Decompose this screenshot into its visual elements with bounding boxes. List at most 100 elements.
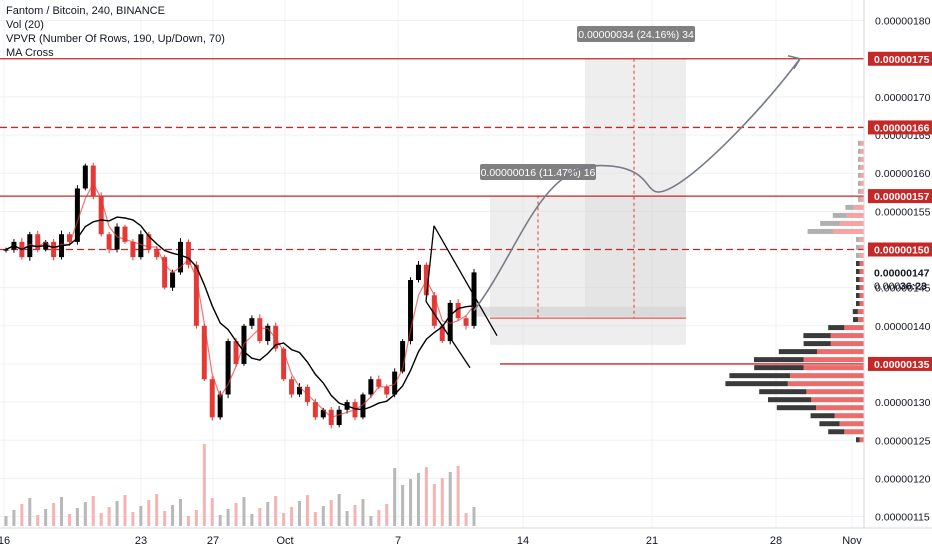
vpvr-row-up [819,421,840,427]
volume-bar [345,511,349,526]
volume-bar [305,495,309,526]
ma-slow-line [5,216,475,411]
volume-bar [44,509,48,526]
time-tick-label: 21 [646,535,658,547]
candle-body [376,379,382,387]
vpvr-row-up [807,228,833,234]
volume-bar [258,508,262,526]
volume-bar [218,515,222,526]
volume-bar [393,468,397,526]
price-tick-label: 0.00000120 [875,473,931,485]
vpvr-row-up [856,277,860,283]
volume-bar [131,512,135,526]
vpvr-row-up [856,437,860,443]
volume-bar [440,478,444,526]
time-tick-label: Nov [842,535,862,547]
chart-legend: Fantom / Bitcoin, 240, BINANCE Vol (20) … [6,4,225,60]
candle-body [384,386,390,395]
measure-entry-band [476,306,686,317]
vpvr-row-down [830,341,864,347]
projection-arrowhead [787,54,802,70]
candle-body [400,341,406,372]
candle-body [146,234,152,250]
vpvr-row-down [860,188,864,194]
ma-cross-lines [5,182,475,419]
price-tick-label: 0.00000145 [875,283,931,295]
volume-bar [409,479,413,526]
vpvr-row-down [817,349,864,355]
time-tick-label: 14 [517,535,529,547]
vpvr-row-down [860,180,864,186]
volume-bar [28,498,32,526]
volume-bar [155,494,159,526]
vpvr-row-up [858,140,861,146]
vpvr-row-up [858,180,861,186]
vpvr-row-down [860,148,864,154]
vpvr-row-up [858,196,861,202]
volume-bar [115,501,119,526]
candle-body [320,409,326,418]
candle-body [82,165,88,189]
current-price-tag [868,265,932,280]
volume-bar [226,509,230,526]
price-tick-label: 0.00000160 [875,168,931,180]
volume-bar [464,513,468,526]
candle-body [178,241,184,273]
price-tick-label: 0.00000170 [875,92,931,104]
drawings [425,54,802,369]
vpvr-row-up [858,164,861,170]
price-level-tag [868,356,932,371]
vpvr-row-down [846,212,864,218]
candle-body [392,371,398,395]
time-tick-label: 27 [207,535,219,547]
vpvr-row-up [759,389,807,395]
vpvr-row-up [856,244,860,250]
price-level-label: 0.00000166 [874,122,930,134]
candle-body [154,249,160,258]
candle-body [130,241,136,258]
candle-body [336,409,342,425]
indicator-vol[interactable]: Vol (20) [6,19,44,31]
vpvr-row-down [816,405,864,411]
symbol-title[interactable]: Fantom / Bitcoin, 240, BINANCE [6,5,165,17]
volume-bars [4,444,476,526]
vpvr-row-down [811,397,864,403]
indicator-ma-cross[interactable]: MA Cross [6,47,54,59]
volume-bar [171,505,175,526]
candle-body [463,318,469,326]
time-tick-label: 28 [770,535,782,547]
vpvr-row-up [810,413,835,419]
vpvr-row-down [787,381,864,387]
volume-bar [186,516,190,526]
measure-label-2: 0.00000034 (24.16%) 34 [578,29,694,41]
price-tick-label: 0.00000125 [875,435,931,447]
vpvr-row-up [828,325,845,331]
candle-body [193,264,199,326]
measure-boxes: 0.00000016 (11.47%) 16 0.00000034 (24.16%… [476,26,695,345]
vpvr-row-up [856,236,860,242]
volume-bar [12,510,16,526]
vpvr-row-down [832,228,864,234]
price-tick-label: 0.00000115 [875,512,930,524]
volume-bar [60,497,64,526]
vpvr-row-down [859,252,864,258]
indicator-vpvr[interactable]: VPVR (Number Of Rows, 190, Up/Down, 70) [6,33,225,45]
vpvr-row-up [725,381,788,387]
time-tick-label: Oct [276,535,293,547]
price-level-labels: 0.00000175 0.00000166 0.00000157 0.00000150… [868,51,932,371]
candle-body [265,325,271,342]
volume-bar [401,485,405,526]
vpvr-row-down [860,196,864,202]
vpvr-row-up [856,261,860,266]
vpvr-row-down [859,261,864,266]
candle-body [439,325,445,342]
volume-bar [52,503,56,526]
candle-body [74,188,80,242]
countdown-price: 0.000 [874,280,900,292]
vpvr-row-down [860,172,864,178]
volume-bar [472,507,476,526]
volume-bar [321,506,325,526]
candle-body [273,325,279,349]
candle-body [455,302,461,319]
